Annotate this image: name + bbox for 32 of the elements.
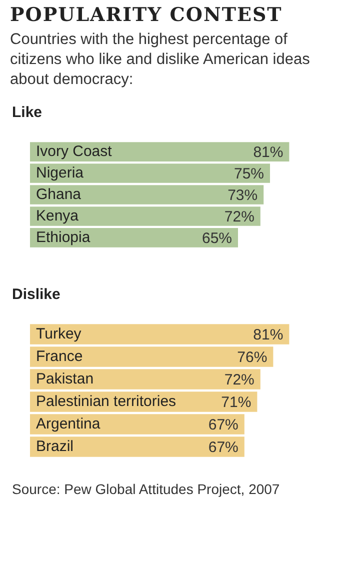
data-label: 73% [228, 186, 258, 204]
y-tick-label: Ghana [36, 186, 82, 203]
y-tick-label: Ethiopia [36, 228, 91, 246]
data-label: 67% [208, 416, 238, 433]
data-label: 72% [224, 370, 254, 388]
y-tick-label: Nigeria [36, 164, 84, 182]
y-tick-label: Turkey [36, 324, 82, 342]
y-tick-label: Kenya [36, 207, 80, 224]
bar [30, 414, 244, 434]
data-label: 81% [253, 144, 284, 161]
source-note: Source: Pew Global Attitudes Project, 2007 [12, 480, 281, 496]
bar [30, 368, 260, 389]
data-label: 67% [208, 438, 238, 456]
data-label: 75% [234, 165, 264, 182]
series-label: Like [12, 104, 44, 121]
bar [30, 436, 244, 456]
data-label: 71% [221, 393, 252, 410]
y-tick-label: France [36, 347, 83, 364]
bar [30, 324, 290, 344]
bar [30, 346, 274, 366]
chart-subtitle: Countries with the highest percentage of citizens who like and dislike American ideas about democracy: [10, 30, 311, 90]
chart-title: POPULARITY CONTEST [10, 4, 284, 26]
data-label: 72% [224, 208, 254, 226]
y-tick-label: Ivory Coast [36, 142, 113, 160]
y-tick-label: Argentina [36, 414, 101, 432]
data-label: 76% [237, 348, 268, 366]
series-label: Dislike [12, 286, 62, 302]
data-label: 81% [253, 326, 284, 343]
y-tick-label: Brazil [36, 437, 74, 454]
data-label: 65% [202, 230, 232, 247]
y-tick-label: Pakistan [36, 370, 94, 387]
y-tick-label: Palestinian territories [36, 392, 176, 410]
